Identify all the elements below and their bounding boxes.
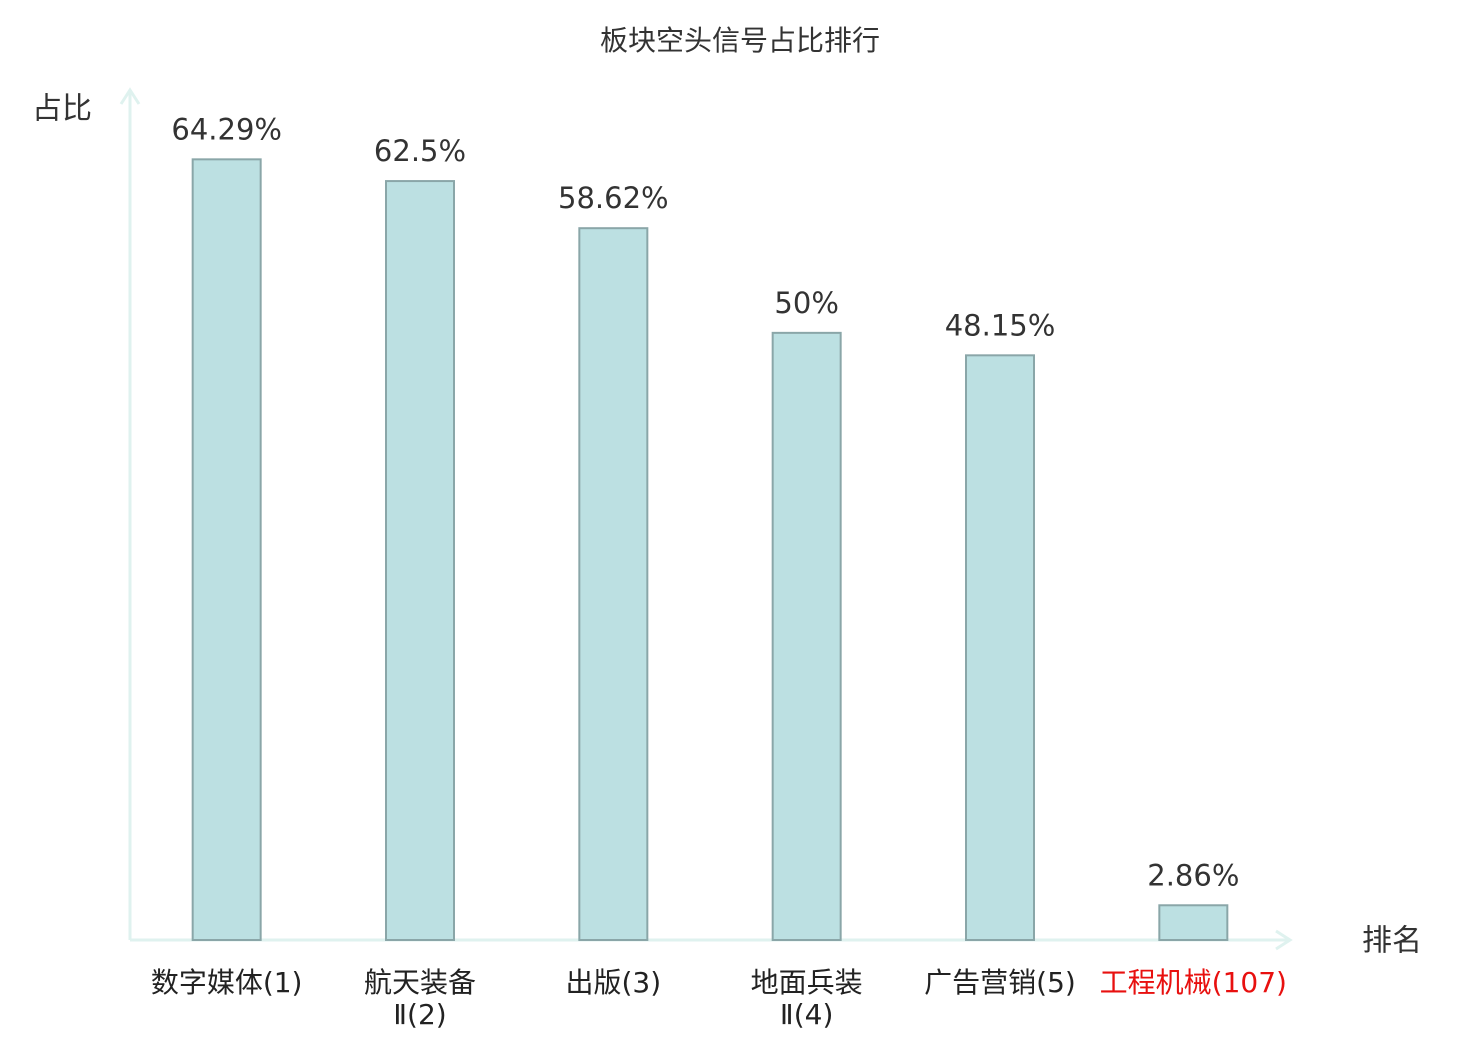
bar [385,180,455,942]
x-axis-arrow [1275,929,1293,951]
bar [578,227,649,941]
value-label: 2.86% [1147,858,1239,892]
x-tick-label: 工程机械(107) [1099,966,1287,999]
value-label: 50% [774,286,838,320]
bar [771,331,842,942]
x-tick-label: 航天装备 Ⅱ(2) [363,966,476,1031]
x-tick-label: 出版(3) [565,966,662,999]
x-tick-label: 数字媒体(1) [150,966,303,999]
chart-title: 板块空头信号占比排行 [600,24,880,57]
x-axis-label: 排名 [1362,924,1422,959]
y-axis-label: 占比 [32,92,92,127]
bar [1158,904,1229,941]
value-label: 62.5% [374,134,466,168]
y-axis-arrow [119,87,141,105]
value-label: 64.29% [171,112,282,146]
bar [191,158,262,942]
x-tick-label: 地面兵装 Ⅱ(4) [750,966,863,1031]
value-label: 48.15% [945,308,1056,342]
bar [965,354,1035,942]
x-tick-label: 广告营销(5) [924,966,1076,999]
value-label: 58.62% [558,181,669,215]
